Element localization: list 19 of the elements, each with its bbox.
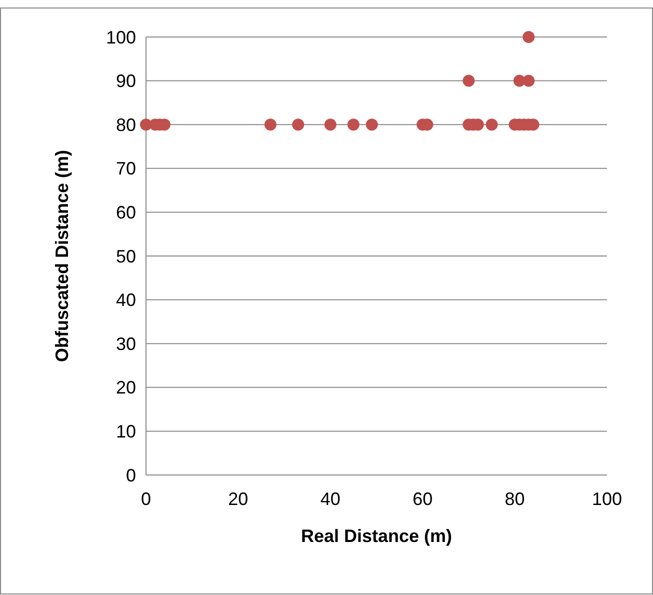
y-tick-label: 30: [116, 334, 136, 354]
x-tick-label: 20: [228, 489, 248, 509]
y-tick-label: 20: [116, 378, 136, 398]
y-tick-label: 50: [116, 246, 136, 266]
x-tick-label: 100: [592, 489, 622, 509]
x-tick-label: 0: [140, 489, 152, 509]
x-tick-label: 80: [504, 489, 525, 509]
y-tick-label: 90: [116, 71, 136, 92]
y-tick-label: 70: [116, 158, 136, 179]
y-tick-label: 80: [116, 114, 136, 135]
x-tick-label: 40: [320, 489, 340, 509]
y-tick-label: 10: [116, 422, 136, 442]
y-tick-label: 0: [126, 465, 136, 486]
x-axis-title: Real Distance (m): [300, 526, 452, 546]
y-tick-label: 60: [116, 202, 136, 222]
y-tick-label: 40: [116, 290, 136, 310]
y-tick-label: 100: [106, 27, 136, 48]
x-tick-label: 60: [412, 489, 433, 509]
y-axis-title: Obfuscated Distance (m): [52, 150, 72, 362]
